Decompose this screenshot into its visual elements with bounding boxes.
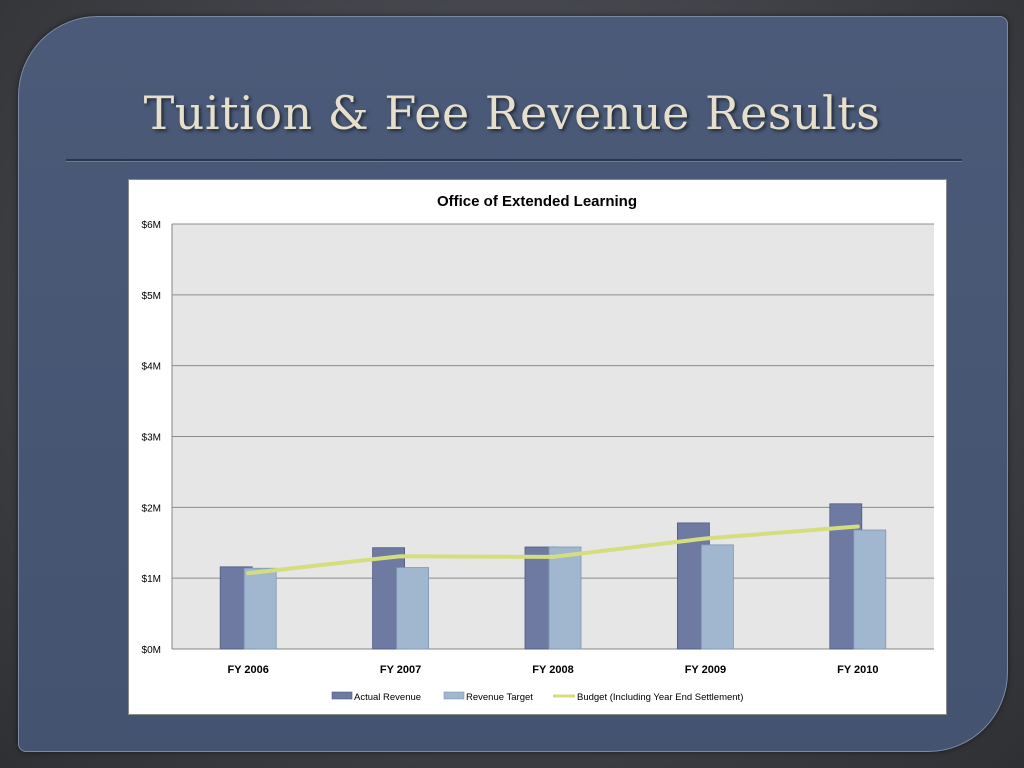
y-tick-label: $5M xyxy=(142,291,161,302)
budget-line xyxy=(246,524,860,576)
bar-revenue-target xyxy=(701,544,734,650)
legend-swatch xyxy=(443,691,465,700)
chart-title: Office of Extended Learning xyxy=(437,193,637,210)
chart-legend: Actual Revenue Revenue Target Budget (Incl… xyxy=(331,691,743,703)
x-tick-label: FY 2008 xyxy=(532,664,573,676)
bar-revenue-target xyxy=(396,567,430,650)
y-tick-label: $3M xyxy=(142,433,161,444)
y-tick-label: $2M xyxy=(142,503,161,514)
plot-area: $0M $1M $2M $3M $4M $5M $6M FY 2006 FY 2007 FY 20… xyxy=(142,220,934,676)
chart-frame: Office of Extended Learning $0M $1M $2M $3M… xyxy=(128,179,947,715)
slide-title: Tuition & Fee Revenue Results xyxy=(143,86,881,140)
legend-label: Actual Revenue xyxy=(354,692,421,703)
legend-label: Budget (Including Year End Settlement) xyxy=(577,692,743,703)
bar-revenue-target xyxy=(853,529,887,650)
x-tick-label: FY 2009 xyxy=(685,664,726,676)
y-tick-label: $1M xyxy=(142,574,161,585)
title-divider xyxy=(66,159,962,162)
legend-label: Revenue Target xyxy=(466,692,533,703)
y-tick-label: $4M xyxy=(142,362,161,373)
legend-swatch xyxy=(331,691,353,700)
bar-revenue-target xyxy=(243,567,277,650)
y-tick-label: $6M xyxy=(142,220,161,231)
x-tick-label: FY 2007 xyxy=(380,664,421,676)
y-tick-label: $0M xyxy=(142,645,161,656)
bar-revenue-target xyxy=(548,546,582,650)
revenue-chart: Office of Extended Learning $0M $1M $2M $3M… xyxy=(142,193,934,703)
x-tick-label: FY 2006 xyxy=(228,664,269,676)
x-tick-label: FY 2010 xyxy=(837,664,878,676)
